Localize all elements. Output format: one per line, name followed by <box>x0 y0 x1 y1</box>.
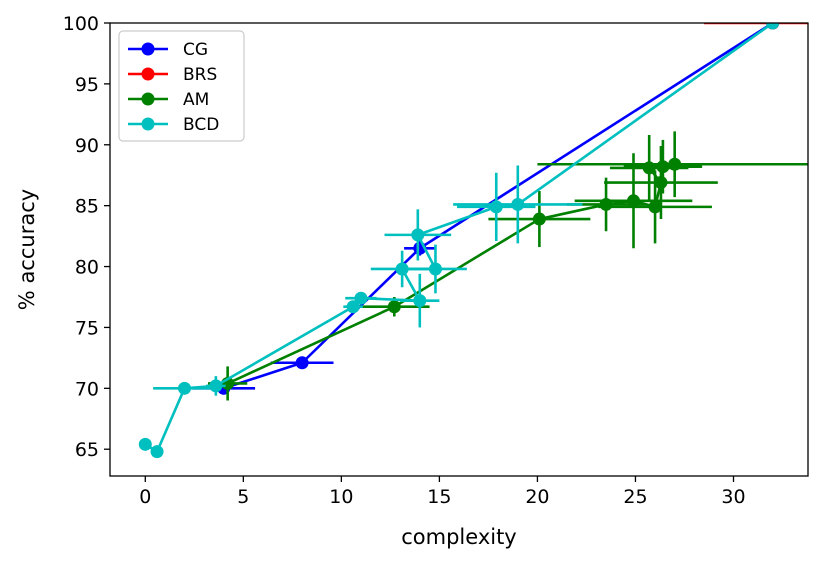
legend-box <box>118 30 245 142</box>
data-layer <box>138 23 808 459</box>
y-axis-label: % accuracy <box>15 189 39 310</box>
x-tick-label: 20 <box>525 486 549 508</box>
legend-swatch-marker <box>141 42 155 56</box>
data-point <box>668 157 682 171</box>
x-tick-label: 25 <box>623 486 647 508</box>
x-tick-label: 0 <box>139 486 151 508</box>
y-tick-label: 95 <box>75 74 99 96</box>
legend-label: CG <box>183 40 208 60</box>
data-point <box>413 294 427 308</box>
data-point <box>642 161 656 175</box>
data-point <box>627 194 640 208</box>
x-tick-label: 5 <box>237 486 249 508</box>
y-tick-label: 90 <box>75 135 99 157</box>
legend-swatch-marker <box>141 67 155 81</box>
data-point <box>532 212 546 226</box>
axes-layer: 0 5 10 15 20 25 30 65 70 75 80 85 90 95 100 <box>63 13 746 508</box>
legend-item-am: AM <box>128 90 209 110</box>
legend-swatch-marker <box>141 92 155 106</box>
series-line <box>227 162 675 385</box>
legend-item-cg: CG <box>128 40 208 60</box>
x-axis-label: complexity <box>401 525 517 549</box>
legend: CG BRS AM BCD <box>118 30 245 142</box>
series-am <box>208 131 808 401</box>
legend-item-brs: BRS <box>128 65 217 85</box>
data-point <box>489 200 503 214</box>
y-tick-label: 85 <box>75 196 99 218</box>
data-point <box>656 160 670 174</box>
data-point <box>411 228 425 242</box>
data-point <box>511 197 525 211</box>
y-tick-label: 75 <box>75 317 99 339</box>
legend-item-bcd: BCD <box>128 115 219 135</box>
data-point <box>209 379 223 393</box>
data-point <box>766 23 780 30</box>
data-point <box>346 300 360 314</box>
y-tick-label: 65 <box>75 439 99 461</box>
legend-label: AM <box>183 90 209 110</box>
y-tick-label: 70 <box>75 378 99 400</box>
data-point <box>599 197 613 211</box>
x-tick-label: 30 <box>721 486 745 508</box>
x-tick-label: 10 <box>329 486 353 508</box>
data-point <box>150 445 164 459</box>
data-point <box>648 200 662 214</box>
data-point <box>428 262 442 276</box>
legend-label: BRS <box>183 65 217 85</box>
series-bcd <box>138 23 780 459</box>
legend-swatch-marker <box>141 117 155 131</box>
data-point <box>138 437 152 451</box>
y-tick-label: 100 <box>63 13 99 35</box>
data-point <box>178 381 192 395</box>
x-tick-label: 15 <box>427 486 451 508</box>
legend-label: BCD <box>183 115 219 135</box>
data-point <box>654 176 668 190</box>
y-tick-label: 80 <box>75 257 99 279</box>
data-point <box>395 262 409 276</box>
data-point <box>354 291 368 305</box>
data-point <box>387 300 401 314</box>
data-point <box>295 356 309 370</box>
plot-frame <box>109 22 809 477</box>
